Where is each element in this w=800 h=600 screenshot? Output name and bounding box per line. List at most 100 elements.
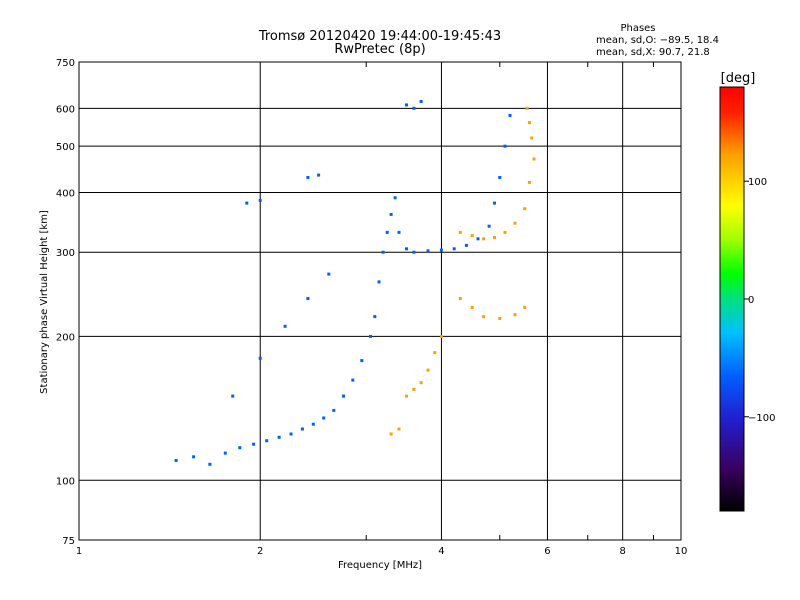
data-point-x bbox=[482, 315, 486, 319]
data-points bbox=[174, 100, 536, 466]
colorbar-label: [deg] bbox=[721, 71, 756, 86]
x-tick-label: 1 bbox=[76, 546, 82, 557]
colorbar-tick-label: 100 bbox=[748, 177, 767, 188]
data-point-o bbox=[306, 297, 310, 300]
data-point-o bbox=[426, 249, 430, 253]
data-point-o bbox=[452, 247, 456, 251]
y-axis-label: Stationary phase Virtual Height [km] bbox=[39, 210, 50, 394]
data-point-o bbox=[369, 334, 372, 338]
x-axis-label: Frequency [MHz] bbox=[338, 560, 422, 571]
chart-subtitle: RwPretec (8p) bbox=[334, 42, 425, 57]
data-point-o bbox=[245, 201, 249, 205]
data-point-o bbox=[360, 359, 364, 363]
y-tick-label: 300 bbox=[56, 248, 75, 259]
data-point-o bbox=[342, 394, 345, 398]
data-point-o bbox=[393, 196, 397, 200]
phase-stats-title: Phases bbox=[620, 23, 655, 34]
y-tick-label: 200 bbox=[56, 332, 75, 343]
phase-stats-x: mean, sd,X: 90.7, 21.8 bbox=[596, 47, 710, 58]
data-point-o bbox=[493, 201, 496, 205]
data-point-x bbox=[513, 221, 517, 225]
data-point-x bbox=[527, 121, 531, 125]
plot-area bbox=[78, 61, 682, 541]
data-point-o bbox=[208, 462, 212, 466]
colorbar bbox=[719, 86, 745, 512]
data-point-o bbox=[405, 103, 408, 107]
data-point-x bbox=[498, 317, 502, 320]
data-point-o bbox=[381, 250, 385, 254]
data-point-o bbox=[300, 427, 304, 431]
y-tick-label: 500 bbox=[56, 142, 75, 153]
data-point-o bbox=[464, 243, 468, 247]
chart-title: Tromsø 20120420 19:44:00-19:45:43 bbox=[258, 29, 501, 44]
data-point-o bbox=[377, 280, 381, 284]
data-point-x bbox=[503, 230, 507, 234]
data-point-o bbox=[174, 459, 178, 462]
data-point-o bbox=[405, 247, 408, 251]
y-tick-label: 600 bbox=[56, 104, 75, 115]
data-point-x bbox=[458, 297, 462, 300]
data-point-x bbox=[523, 305, 527, 309]
x-tick-label: 8 bbox=[619, 546, 625, 557]
data-point-o bbox=[351, 378, 355, 382]
x-tick-label: 6 bbox=[544, 546, 550, 557]
phase-stats-o: mean, sd,O: −89.5, 18.4 bbox=[596, 35, 719, 46]
data-point-o bbox=[277, 435, 281, 439]
data-point-x bbox=[419, 381, 423, 385]
data-point-o bbox=[476, 237, 480, 241]
data-point-x bbox=[458, 230, 462, 234]
data-point-o bbox=[412, 106, 416, 110]
data-point-o bbox=[385, 230, 389, 234]
data-point-x bbox=[389, 432, 393, 436]
data-point-x bbox=[405, 394, 408, 398]
data-point-o bbox=[498, 176, 502, 179]
data-point-x bbox=[525, 106, 529, 110]
data-point-o bbox=[258, 198, 262, 202]
x-tick-label: 4 bbox=[438, 546, 444, 557]
data-point-o bbox=[306, 176, 310, 179]
data-point-o bbox=[373, 315, 377, 319]
data-point-o bbox=[419, 100, 423, 103]
data-point-x bbox=[523, 207, 527, 211]
y-tick-label: 75 bbox=[62, 536, 75, 547]
data-point-o bbox=[412, 250, 416, 254]
y-tick-label: 750 bbox=[56, 58, 75, 69]
data-point-x bbox=[493, 236, 496, 239]
data-point-x bbox=[470, 234, 474, 238]
data-point-o bbox=[223, 451, 227, 455]
data-point-o bbox=[322, 416, 326, 420]
data-point-x bbox=[530, 136, 534, 140]
data-point-o bbox=[439, 248, 443, 252]
data-point-o bbox=[252, 442, 256, 446]
colorbar-tick-label: −100 bbox=[748, 413, 775, 424]
data-point-o bbox=[311, 422, 315, 426]
data-point-x bbox=[482, 237, 486, 241]
data-point-o bbox=[192, 455, 196, 459]
data-point-o bbox=[283, 324, 287, 328]
data-point-x bbox=[532, 157, 536, 161]
data-point-x bbox=[527, 180, 531, 184]
data-point-o bbox=[238, 446, 242, 450]
y-tick-label: 100 bbox=[56, 476, 75, 487]
data-point-x bbox=[439, 334, 443, 338]
data-point-o bbox=[397, 230, 401, 234]
data-point-o bbox=[508, 113, 512, 117]
data-point-o bbox=[487, 224, 491, 228]
x-tick-label: 10 bbox=[675, 546, 688, 557]
data-point-x bbox=[513, 313, 517, 317]
data-point-o bbox=[258, 356, 262, 360]
data-point-o bbox=[332, 408, 336, 412]
grid-lines bbox=[79, 62, 681, 540]
x-tick-label: 2 bbox=[257, 546, 263, 557]
colorbar-tick-label: 0 bbox=[748, 295, 754, 306]
colorbar-ticks: 100 0 −100 bbox=[744, 177, 775, 424]
data-point-x bbox=[470, 305, 474, 309]
data-point-x bbox=[426, 368, 430, 372]
data-point-x bbox=[412, 387, 416, 391]
data-point-o bbox=[231, 394, 235, 398]
data-point-o bbox=[327, 272, 331, 276]
data-point-x bbox=[433, 351, 437, 355]
data-point-o bbox=[289, 432, 293, 436]
data-point-o bbox=[503, 144, 507, 148]
